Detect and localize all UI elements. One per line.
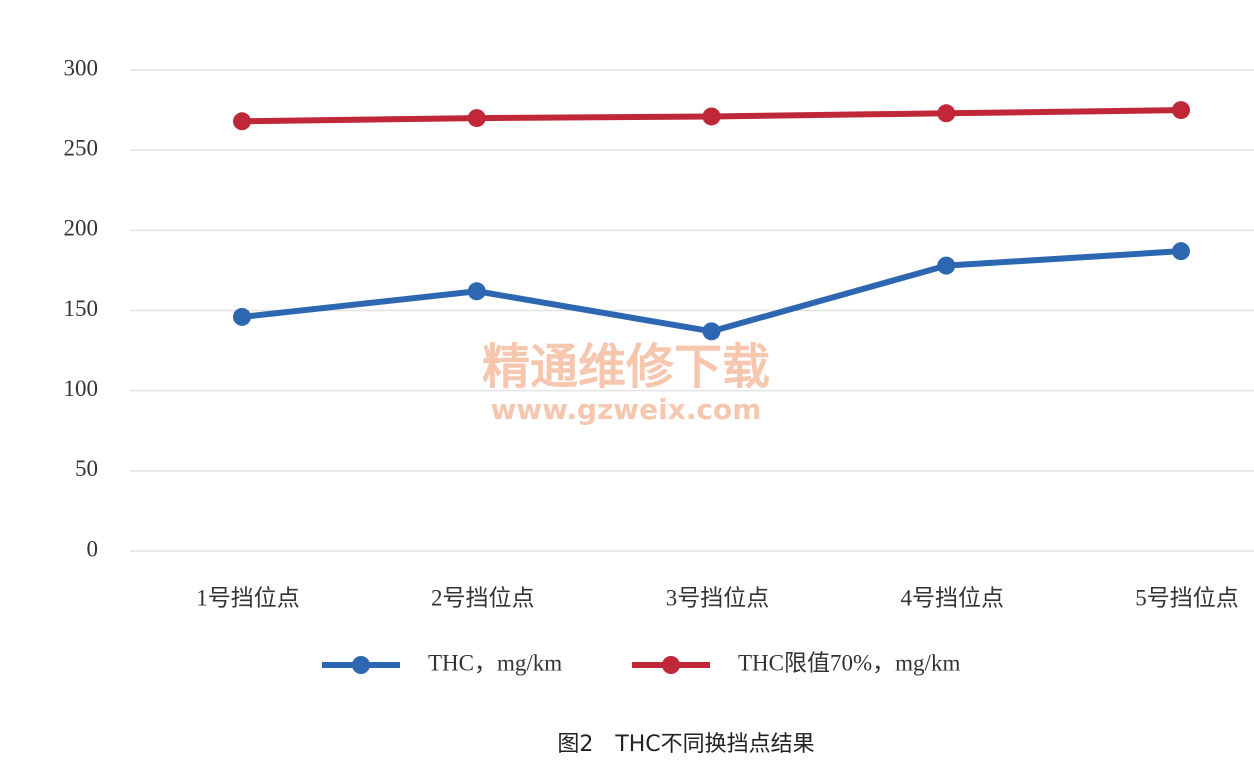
point — [233, 112, 251, 131]
legend-label: THC，mg/km — [428, 650, 562, 675]
point — [467, 109, 486, 128]
point — [1172, 101, 1190, 120]
y-tick-label: 250 — [64, 135, 99, 160]
x-tick-label: 1号挡位点 — [196, 585, 300, 610]
watermark: 精通维修下载 — [482, 339, 770, 395]
legend-marker — [662, 656, 680, 674]
point — [937, 256, 956, 275]
y-tick-label: 300 — [64, 55, 99, 80]
y-tick-label: 0 — [87, 536, 99, 561]
caption: 图2 THC不同换挡点结果 — [557, 732, 814, 757]
x-tick-label: 3号挡位点 — [666, 585, 770, 610]
y-tick-label: 50 — [75, 456, 98, 481]
point — [937, 104, 956, 123]
point — [1172, 242, 1190, 261]
legend-label: THC限值70%，mg/km — [738, 650, 960, 675]
series-line — [241, 248, 1182, 335]
y-tick-label: 100 — [64, 376, 99, 401]
x-tick-label: 5号挡位点 — [1135, 585, 1239, 610]
legend-marker — [352, 656, 370, 674]
y-tick-label: 200 — [64, 216, 99, 241]
x-tick-label: 4号挡位点 — [901, 585, 1005, 610]
point — [702, 322, 721, 341]
x-tick-label: 2号挡位点 — [431, 585, 535, 610]
watermark-url: www.gzweix.com — [491, 393, 762, 426]
point — [233, 307, 251, 326]
point — [467, 282, 486, 301]
y-tick-label: 150 — [64, 296, 99, 321]
point — [702, 107, 721, 126]
